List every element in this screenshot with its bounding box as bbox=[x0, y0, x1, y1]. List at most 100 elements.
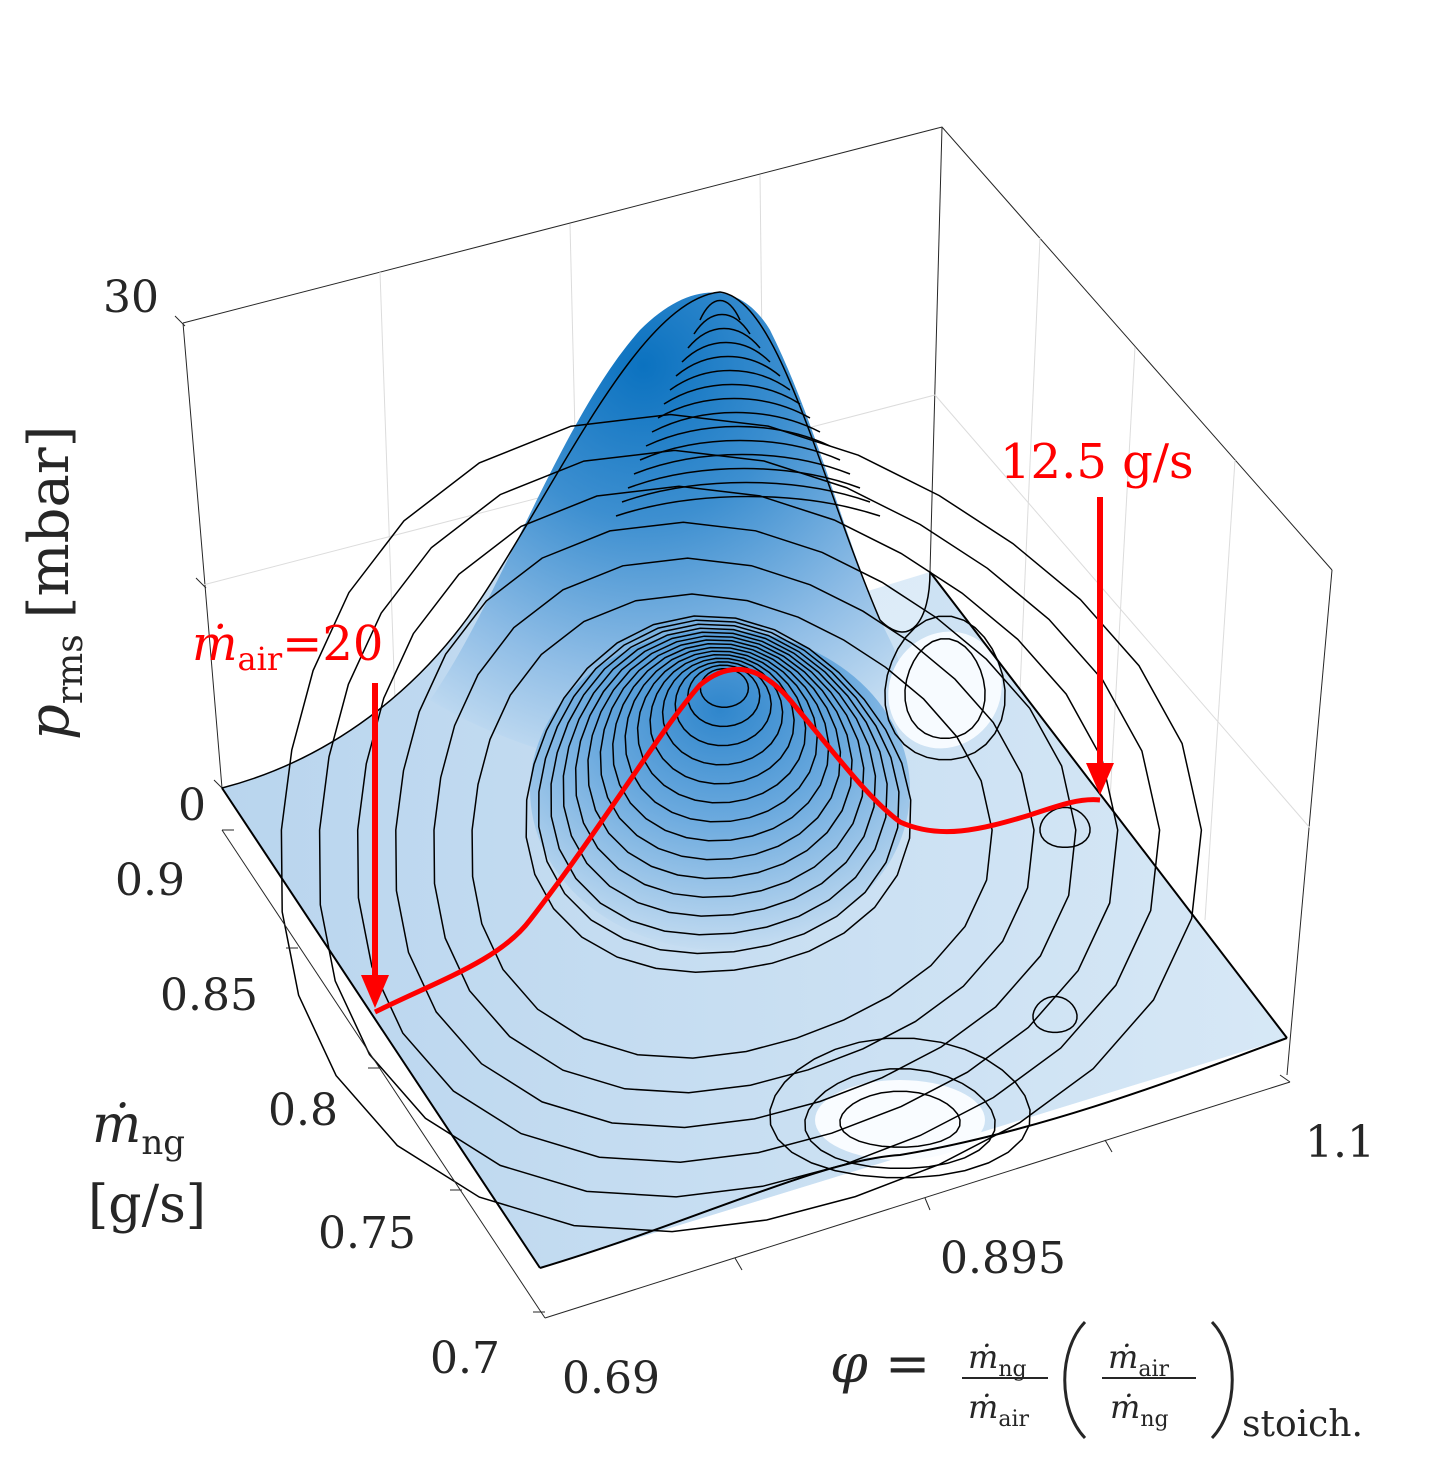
svg-text:prms[mbar]: prms [mbar] bbox=[17, 426, 91, 741]
svg-text:ṁng: ṁng bbox=[1110, 1388, 1169, 1432]
contour-line bbox=[318, 449, 1161, 1198]
contour-line bbox=[621, 481, 871, 503]
right-paren bbox=[1210, 1320, 1234, 1440]
contour-line bbox=[636, 650, 807, 804]
frac-num: ṁ bbox=[968, 1338, 998, 1376]
left-vertical-edge bbox=[182, 322, 223, 789]
surface-depression-right bbox=[888, 631, 1002, 749]
frac2-den-sub: ng bbox=[1140, 1407, 1168, 1432]
surface-small-peak bbox=[530, 630, 910, 950]
annotation-arrows bbox=[361, 497, 1114, 1008]
x-axis-tick bbox=[1279, 1074, 1291, 1083]
svg-text:ṁng: ṁng bbox=[968, 1338, 1027, 1382]
surface-front-right-edge bbox=[539, 1037, 1288, 1269]
contour-line bbox=[649, 654, 795, 785]
constant-air-flow-line bbox=[373, 667, 1101, 1015]
frac2-den: ṁ bbox=[1110, 1388, 1140, 1426]
contour-line bbox=[587, 635, 853, 880]
contour-line bbox=[1039, 806, 1091, 849]
annotation-mair-sub: air bbox=[238, 640, 283, 678]
frac2-num: ṁ bbox=[1108, 1338, 1138, 1376]
contour-line bbox=[624, 646, 818, 823]
arrow-right-head bbox=[1086, 763, 1114, 795]
contour-line bbox=[904, 638, 986, 740]
contour-line bbox=[525, 615, 912, 973]
contour-line bbox=[538, 619, 900, 955]
x-label-phi: φ = bbox=[830, 1332, 930, 1395]
z-axis-label: prms [mbar] bbox=[17, 426, 91, 741]
arrow-left-head bbox=[361, 975, 389, 1008]
y-label-sub: ng bbox=[141, 1123, 185, 1163]
z-label-main: p bbox=[17, 704, 82, 740]
x-axis-tick bbox=[734, 1257, 743, 1271]
contour-line bbox=[645, 425, 831, 447]
contour-line bbox=[1032, 995, 1078, 1034]
contour-line bbox=[633, 453, 851, 475]
contour-line bbox=[612, 643, 830, 842]
y-label-unit: [g/s] bbox=[88, 1175, 206, 1235]
tick-labels: 0 30 0.9 0.85 0.8 0.75 0.7 0.69 0.895 1.1 bbox=[103, 272, 1375, 1404]
contour-line bbox=[687, 327, 761, 349]
y-axis-line bbox=[221, 829, 546, 1319]
frac-den: ṁ bbox=[968, 1388, 998, 1426]
contour-line bbox=[699, 299, 741, 321]
contour-line bbox=[651, 411, 821, 433]
contour-line bbox=[669, 369, 791, 391]
x-axis-label: φ = ṁng ṁair ṁair ṁng stoich. bbox=[830, 1320, 1363, 1445]
annotation-12-5: 12.5 g/s bbox=[1000, 434, 1194, 490]
x-axis-line bbox=[544, 1081, 1291, 1319]
y-label-main: ṁ bbox=[92, 1095, 141, 1155]
contour-line bbox=[675, 355, 781, 377]
surface-right-edge bbox=[929, 571, 1288, 1039]
contour-line bbox=[627, 467, 861, 489]
contour-line bbox=[395, 521, 1077, 1129]
contour-line bbox=[681, 341, 771, 363]
left-paren bbox=[1063, 1320, 1087, 1440]
grid-line bbox=[1019, 237, 1041, 691]
z-label-unit: [mbar] bbox=[17, 426, 82, 619]
annotation-mair-main: ṁ bbox=[192, 616, 238, 672]
contour-line bbox=[663, 383, 801, 405]
y-tick-label: 0.75 bbox=[318, 1208, 416, 1259]
y-tick-label: 0.7 bbox=[430, 1333, 500, 1384]
x-tick-label: 0.69 bbox=[562, 1353, 660, 1404]
contour-line bbox=[661, 657, 784, 766]
contour-line bbox=[599, 639, 842, 861]
contour-lines bbox=[280, 299, 1203, 1233]
right-vertical-edge bbox=[1286, 569, 1333, 1076]
x-tick-label: 1.1 bbox=[1305, 1117, 1375, 1168]
z-tick-label: 0 bbox=[178, 780, 206, 831]
y-tick-label: 0.85 bbox=[160, 970, 258, 1021]
contour-line bbox=[839, 1090, 961, 1148]
annotation-mair-eq: =20 bbox=[282, 616, 383, 672]
z-tick-label: 30 bbox=[103, 272, 159, 323]
svg-text:ṁair=20: ṁair=20 bbox=[192, 616, 383, 678]
contour-line bbox=[433, 557, 1035, 1094]
x-tick-label: 0.895 bbox=[940, 1233, 1066, 1284]
x-axis-tick bbox=[1104, 1139, 1113, 1153]
svg-text:ṁair: ṁair bbox=[968, 1388, 1029, 1432]
surface-front-left-edge bbox=[221, 787, 541, 1269]
y-tick-label: 0.9 bbox=[115, 855, 185, 906]
grid-line bbox=[379, 271, 396, 701]
svg-text:ṁair: ṁair bbox=[1108, 1338, 1169, 1382]
contour-line bbox=[574, 631, 865, 899]
contour-line bbox=[562, 627, 877, 917]
back-corner-vertical bbox=[929, 126, 943, 573]
contour-line bbox=[804, 1068, 996, 1170]
frac-den-sub: air bbox=[998, 1407, 1029, 1432]
y-axis-label: ṁng [g/s] bbox=[88, 1095, 206, 1235]
z-label-sub: rms bbox=[50, 634, 91, 704]
contour-line bbox=[471, 593, 993, 1059]
grid-line bbox=[1204, 459, 1236, 921]
contour-line bbox=[657, 397, 811, 419]
z-tick-mark bbox=[174, 315, 186, 327]
grid-line bbox=[1109, 346, 1136, 801]
annotation-labels: ṁair=20 12.5 g/s bbox=[192, 434, 1194, 678]
contour-line bbox=[693, 313, 751, 335]
floor-axes bbox=[221, 829, 1291, 1319]
grid-line bbox=[934, 394, 1311, 829]
contour-line bbox=[356, 485, 1119, 1163]
